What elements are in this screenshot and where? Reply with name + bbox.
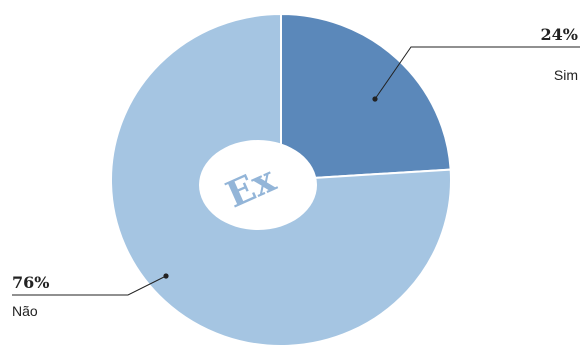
slice-label-nao-percent: 76% — [12, 273, 49, 292]
donut-hole — [199, 140, 317, 230]
callout-line-sim — [374, 46, 580, 100]
slice-label-sim-percent: 24% — [541, 25, 578, 44]
pie-slice-sim — [280, 12, 452, 182]
callout-dot-nao — [163, 273, 169, 279]
slice-label-sim: Sim — [554, 67, 578, 83]
pie-slice-nao — [110, 12, 452, 347]
donut-slices — [110, 12, 452, 347]
callout-dot-sim — [372, 96, 378, 102]
callout-line-nao — [12, 275, 167, 296]
callout-nao: 76% Não — [12, 273, 169, 319]
donut-center: Ex — [199, 140, 317, 230]
callout-sim: 24% Sim — [372, 25, 580, 102]
slice-label-nao: Não — [12, 303, 38, 319]
